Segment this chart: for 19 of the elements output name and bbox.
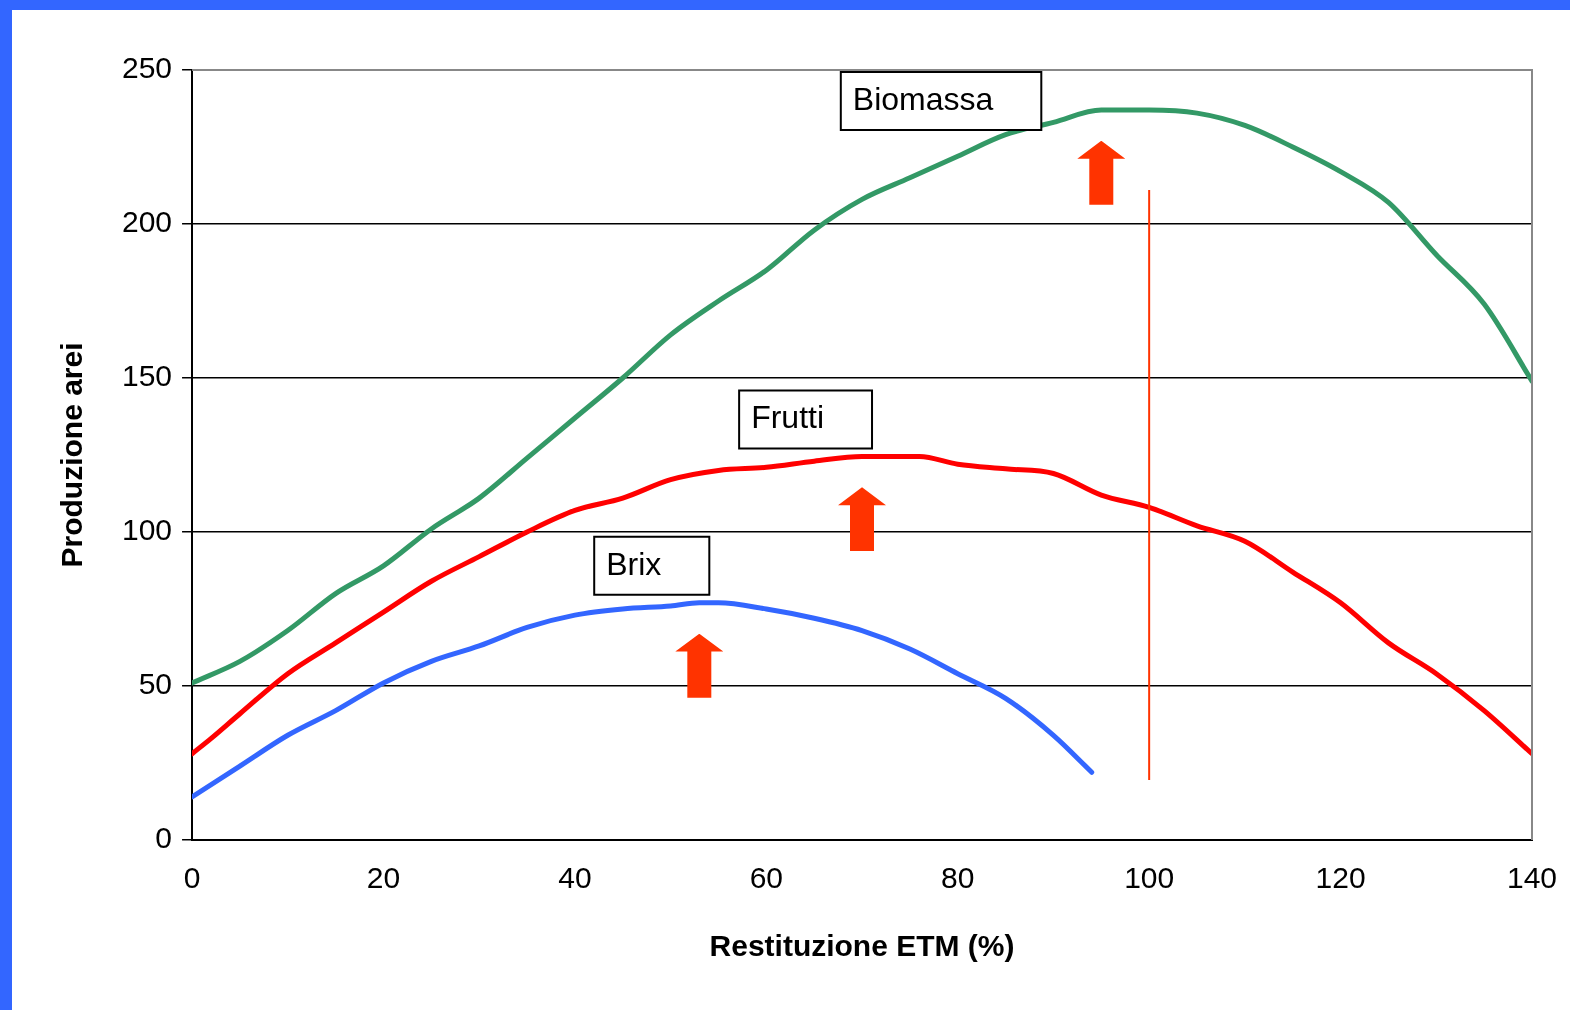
x-tick-label: 40	[558, 861, 592, 895]
series-label: Biomassa	[852, 80, 994, 117]
y-axis-title: Produzione arei	[55, 342, 89, 568]
y-tick-label: 0	[155, 821, 173, 855]
series-label: Frutti	[751, 399, 825, 436]
x-tick-label: 100	[1124, 861, 1175, 895]
x-tick-label: 140	[1506, 861, 1558, 895]
x-tick-label: 80	[941, 861, 975, 895]
x-tick-label: 60	[749, 861, 783, 895]
y-tick-label: 200	[121, 205, 173, 239]
y-tick-label: 100	[121, 513, 173, 547]
y-tick-label: 250	[121, 51, 173, 85]
x-tick-label: 0	[183, 861, 201, 895]
x-tick-label: 20	[366, 861, 401, 895]
y-tick-label: 50	[138, 667, 173, 701]
x-axis-title: Restituzione ETM (%)	[709, 929, 1015, 963]
x-tick-label: 120	[1315, 861, 1366, 895]
series-label: Brix	[606, 545, 662, 582]
y-tick-label: 150	[121, 359, 173, 393]
